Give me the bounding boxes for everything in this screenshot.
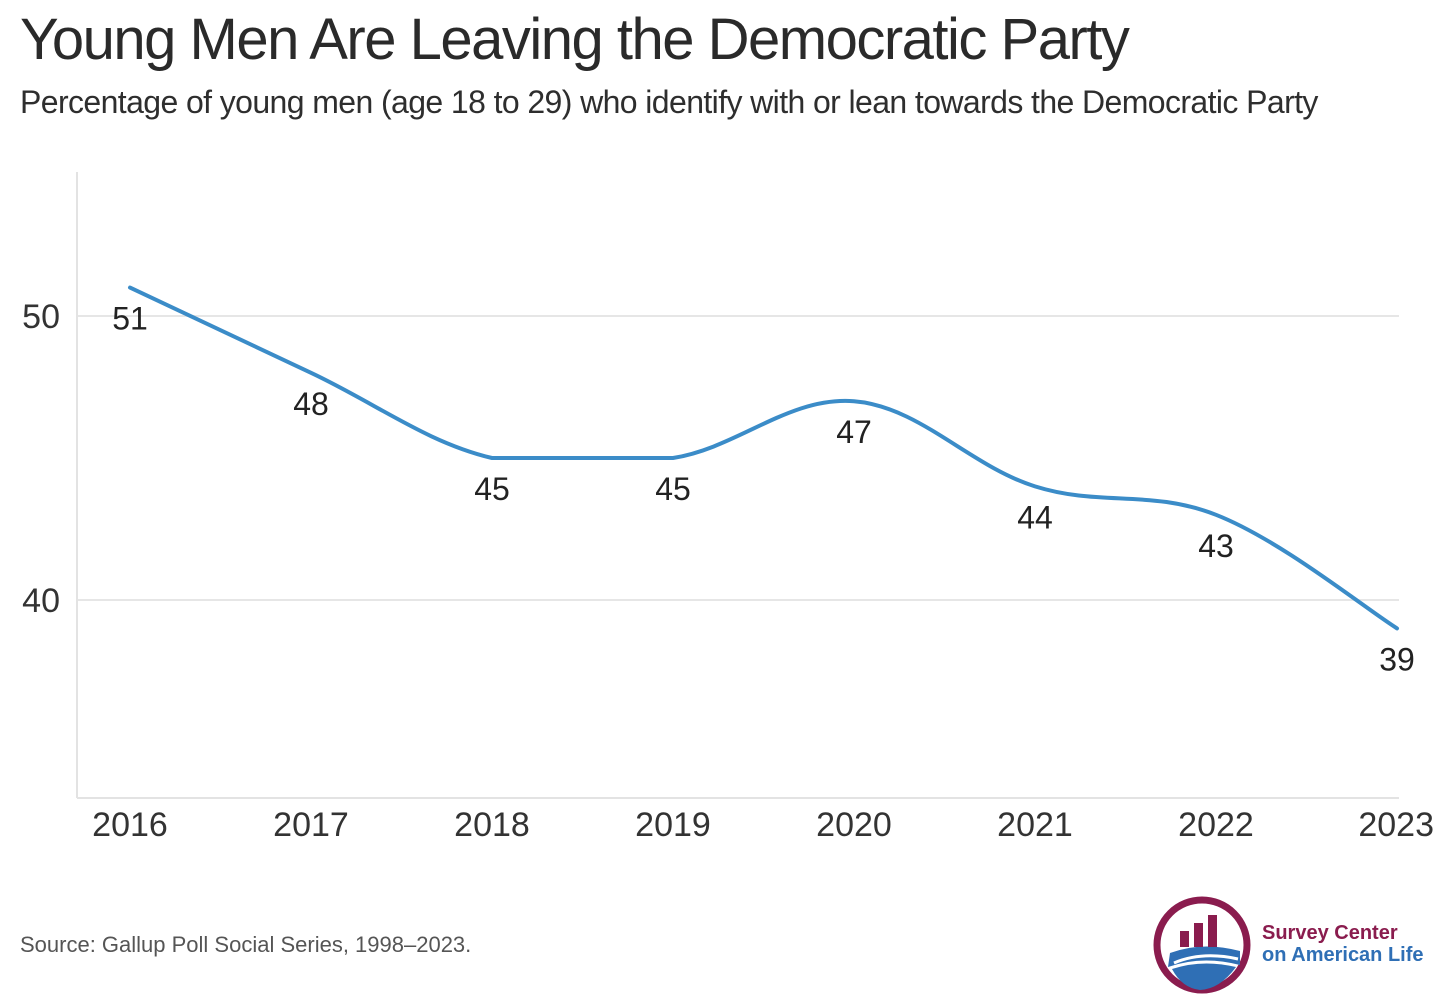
data-label: 39 [1379,641,1415,677]
x-tick-label: 2023 [1358,806,1434,844]
gridlines [77,315,1399,601]
series-line [128,285,1399,631]
chart-title: Young Men Are Leaving the Democratic Par… [20,7,1130,72]
x-tick-label: 2016 [92,806,168,844]
logo-wordmark: Survey Center on American Life [1262,922,1424,966]
source-note: Source: Gallup Poll Social Series, 1998–… [20,932,472,957]
y-tick-label: 40 [22,582,60,620]
chart-subtitle: Percentage of young men (age 18 to 29) w… [20,84,1318,120]
logo-emblem-icon [1153,896,1251,994]
y-axis-ticks: 40 50 [22,298,60,620]
data-label: 47 [836,414,872,450]
data-label: 43 [1198,528,1234,564]
line-chart: 40 50 2016 2017 2018 2019 2020 2021 2022 2023 51… [22,172,1434,844]
data-label: 44 [1017,499,1053,535]
x-tick-label: 2018 [454,806,530,844]
y-tick-label: 50 [22,298,60,336]
x-tick-label: 2019 [635,806,711,844]
data-label: 45 [655,471,691,507]
x-tick-label: 2021 [997,806,1073,844]
x-tick-label: 2022 [1178,806,1254,844]
x-tick-label: 2017 [273,806,349,844]
data-label: 45 [474,471,510,507]
data-label: 51 [112,301,148,337]
x-axis-ticks: 2016 2017 2018 2019 2020 2021 2022 2023 [92,806,1434,844]
logo-line-1: Survey Center [1262,922,1398,944]
x-tick-label: 2020 [816,806,892,844]
logo: Survey Center on American Life [1150,893,1450,998]
data-label: 48 [293,386,329,422]
logo-line-2: on American Life [1262,944,1424,966]
data-labels: 51 48 45 45 47 44 43 39 [112,301,1415,678]
